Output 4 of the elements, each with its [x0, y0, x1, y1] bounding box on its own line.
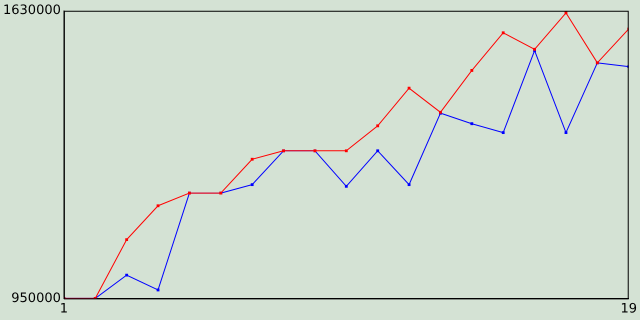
x-tick-label: 1 — [60, 302, 68, 317]
y-tick-label: 1630000 — [2, 3, 61, 18]
y-tick-label: 950000 — [11, 290, 61, 306]
x-tick-label: 19 — [620, 302, 637, 317]
